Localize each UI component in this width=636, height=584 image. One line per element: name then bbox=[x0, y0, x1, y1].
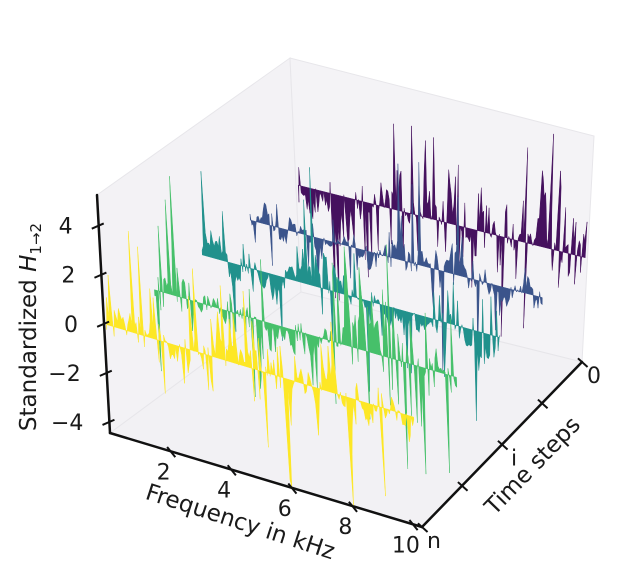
z-tick-label: 4 bbox=[59, 215, 73, 240]
x-tick-label: 2 bbox=[157, 460, 171, 485]
x-tick-mark bbox=[226, 464, 237, 476]
z-tick-mark bbox=[102, 418, 115, 426]
y-tick-label: n bbox=[427, 529, 441, 554]
x-axis-line bbox=[108, 431, 424, 529]
z-axis-label-part: H bbox=[16, 255, 42, 272]
y-tick-mark bbox=[497, 440, 509, 451]
series-group bbox=[106, 123, 588, 506]
y-tick-mark bbox=[457, 481, 469, 492]
y-tick-label: i bbox=[511, 447, 517, 472]
series-area-timestep-0 bbox=[297, 123, 588, 337]
z-tick-mark bbox=[96, 320, 110, 328]
z-tick-mark bbox=[91, 222, 105, 230]
series-area-timestep-n bbox=[106, 231, 415, 506]
z-tick-mark bbox=[99, 369, 113, 377]
x-tick-mark bbox=[408, 519, 419, 531]
x-tick-label: 4 bbox=[217, 479, 231, 504]
z-tick-label: −2 bbox=[48, 362, 80, 387]
series-area-timestep-i bbox=[200, 167, 500, 421]
z-tick-mark bbox=[94, 271, 107, 279]
series-area-timestep-frac0.25 bbox=[154, 176, 458, 475]
z-axis-label-part: 1→2 bbox=[27, 223, 45, 255]
y-tick-mark bbox=[537, 398, 549, 410]
y-tick-mark bbox=[577, 357, 589, 368]
z-tick-label: −4 bbox=[51, 411, 83, 436]
tick-group: 2 4 6 8 10 n i 0 −4 −2 0 2 4 bbox=[48, 215, 601, 559]
x-tick-label: 8 bbox=[338, 515, 352, 540]
series-area-timestep-frac0.75 bbox=[249, 162, 543, 374]
x-tick-mark bbox=[348, 501, 358, 513]
z-axis-label-part: Standardized bbox=[16, 272, 42, 431]
z-axis-label: Standardized H1→2 bbox=[16, 223, 45, 431]
y-tick-mark bbox=[417, 522, 429, 533]
x-tick-mark bbox=[166, 446, 177, 458]
z-tick-label: 0 bbox=[64, 313, 78, 338]
x-tick-label: 6 bbox=[278, 497, 292, 522]
y-tick-label: 0 bbox=[587, 364, 601, 389]
x-tick-mark bbox=[287, 482, 298, 495]
x-tick-label: 10 bbox=[392, 533, 420, 558]
z-axis-line bbox=[95, 193, 112, 435]
z-tick-label: 2 bbox=[61, 264, 75, 289]
